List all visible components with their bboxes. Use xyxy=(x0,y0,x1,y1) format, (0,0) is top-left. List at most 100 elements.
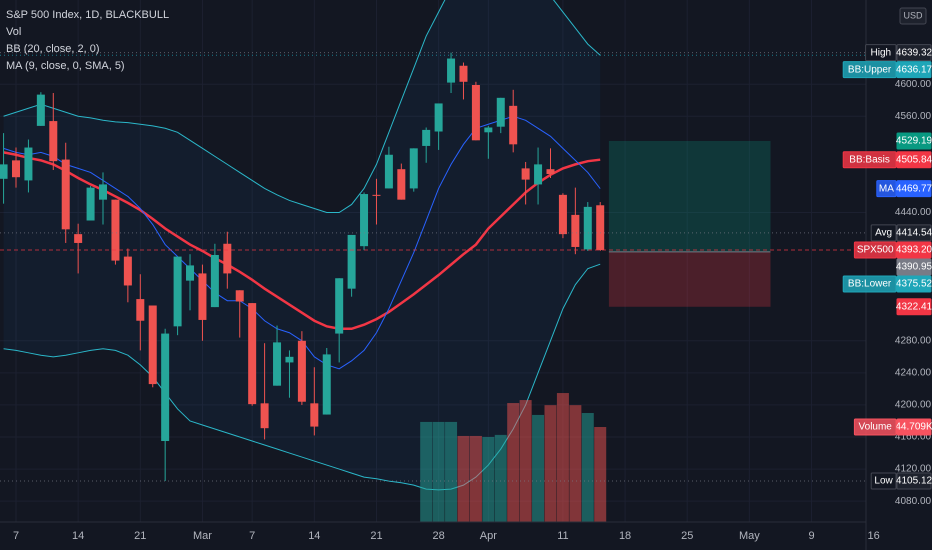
candle-body xyxy=(422,129,431,146)
volume-bar xyxy=(469,435,482,522)
volume-bar xyxy=(445,421,458,522)
candle-body xyxy=(273,342,282,386)
candle-body xyxy=(397,169,406,200)
candle-body xyxy=(310,403,319,427)
currency-box[interactable] xyxy=(899,7,927,25)
y-tick-label: 4560.00 xyxy=(895,111,932,122)
candle-body xyxy=(12,160,20,178)
price-label-name-box xyxy=(853,241,897,259)
legend-item: BB (20, close, 2, 0) xyxy=(6,43,100,55)
price-label-name: BB:Basis xyxy=(849,154,890,165)
volume-bar xyxy=(519,400,532,522)
price-label-name-box xyxy=(876,180,897,198)
candle-body xyxy=(447,58,456,83)
volume-bar xyxy=(494,434,507,522)
candle-body xyxy=(471,84,480,141)
candle-body xyxy=(509,105,518,145)
volume-bar xyxy=(457,435,470,522)
x-tick-label: 7 xyxy=(13,530,19,542)
price-label-box xyxy=(896,44,932,62)
legend-item: MA (9, close, 0, SMA, 5) xyxy=(6,60,125,72)
candle-body xyxy=(571,214,580,247)
price-label-box xyxy=(896,151,932,169)
candle-body xyxy=(260,403,269,429)
price-label: 4105.12 xyxy=(896,476,932,487)
x-tick-label: Mar xyxy=(193,530,212,542)
price-label-name: BB:Lower xyxy=(848,279,892,290)
volume-bar xyxy=(507,403,520,522)
price-label-box xyxy=(896,224,932,242)
currency[interactable]: USD xyxy=(903,10,923,20)
price-label: 4414.54 xyxy=(896,228,932,239)
candle-body xyxy=(434,103,443,132)
price-label-box xyxy=(896,472,932,490)
candle-body xyxy=(384,154,393,189)
price-label-name-box xyxy=(842,151,897,169)
x-tick-label: 7 xyxy=(249,530,255,542)
candle-body xyxy=(123,256,132,286)
price-label-name: BB:Upper xyxy=(848,64,892,75)
candle-body xyxy=(0,164,8,179)
price-label-box xyxy=(896,418,932,436)
x-tick-label: 14 xyxy=(72,530,84,542)
candle-body xyxy=(596,205,605,251)
candle-body xyxy=(335,278,344,334)
y-tick-label: 4280.00 xyxy=(895,335,932,346)
volume-bar xyxy=(532,414,545,522)
candle-body xyxy=(111,199,120,261)
price-label: 4636.17 xyxy=(896,64,932,75)
x-tick-label: 25 xyxy=(681,530,693,542)
x-tick-label: 21 xyxy=(370,530,382,542)
y-tick-label: 4200.00 xyxy=(895,400,932,411)
candle-body xyxy=(459,65,468,82)
price-label-name: Avg xyxy=(875,228,892,239)
legend-item: Vol xyxy=(6,26,21,38)
candle-body xyxy=(74,234,83,243)
volume-bar xyxy=(544,405,557,522)
candle-body xyxy=(297,340,306,402)
candle-body xyxy=(186,265,195,281)
price-label: 4322.41 xyxy=(896,301,932,312)
candle-body xyxy=(61,159,70,230)
price-label-name: High xyxy=(871,47,892,58)
price-label-box xyxy=(896,241,932,259)
y-tick-label: 4440.00 xyxy=(895,207,932,218)
price-label-box xyxy=(896,298,932,316)
price-label-box xyxy=(896,258,932,276)
volume-bar xyxy=(556,393,569,522)
candle-body xyxy=(521,168,530,180)
candle-body xyxy=(583,206,592,250)
plot-area xyxy=(0,0,866,522)
candle-body xyxy=(148,305,157,385)
legend: S&P 500 Index, 1D, BLACKBULL Vol BB (20,… xyxy=(6,9,169,72)
x-tick-label: Apr xyxy=(480,530,497,542)
price-label: 4393.20 xyxy=(896,245,932,256)
price-label: 4529.19 xyxy=(896,136,932,147)
x-tick-label: May xyxy=(739,530,760,542)
price-label-box xyxy=(896,180,932,198)
price-label-name: SPX500 xyxy=(857,245,894,256)
candle-body xyxy=(235,290,244,302)
price-label-name: Volume xyxy=(859,422,893,433)
x-tick-label: 14 xyxy=(308,530,320,542)
candle-body xyxy=(86,187,95,221)
x-tick-label: 9 xyxy=(808,530,814,542)
candle-body xyxy=(136,299,145,321)
price-label: 4639.32 xyxy=(896,47,932,58)
candle-body xyxy=(322,354,331,415)
x-tick-label: 21 xyxy=(134,530,146,542)
price-axis: 4600.00 4560.00 4440.00 4280.00 4240.00 4200.… xyxy=(842,44,932,507)
candle-body xyxy=(99,184,108,200)
candle-body xyxy=(534,164,543,185)
candle-body xyxy=(161,333,170,442)
price-label: 4505.84 xyxy=(896,154,932,165)
price-label-name: MA xyxy=(879,183,894,194)
candle-body xyxy=(347,234,356,289)
candle-body xyxy=(546,169,555,174)
candle-body xyxy=(360,194,369,247)
price-label-name-box xyxy=(853,418,897,436)
price-label-name-box xyxy=(870,472,897,490)
position-profit xyxy=(608,140,771,252)
price-label-name-box xyxy=(865,44,897,62)
